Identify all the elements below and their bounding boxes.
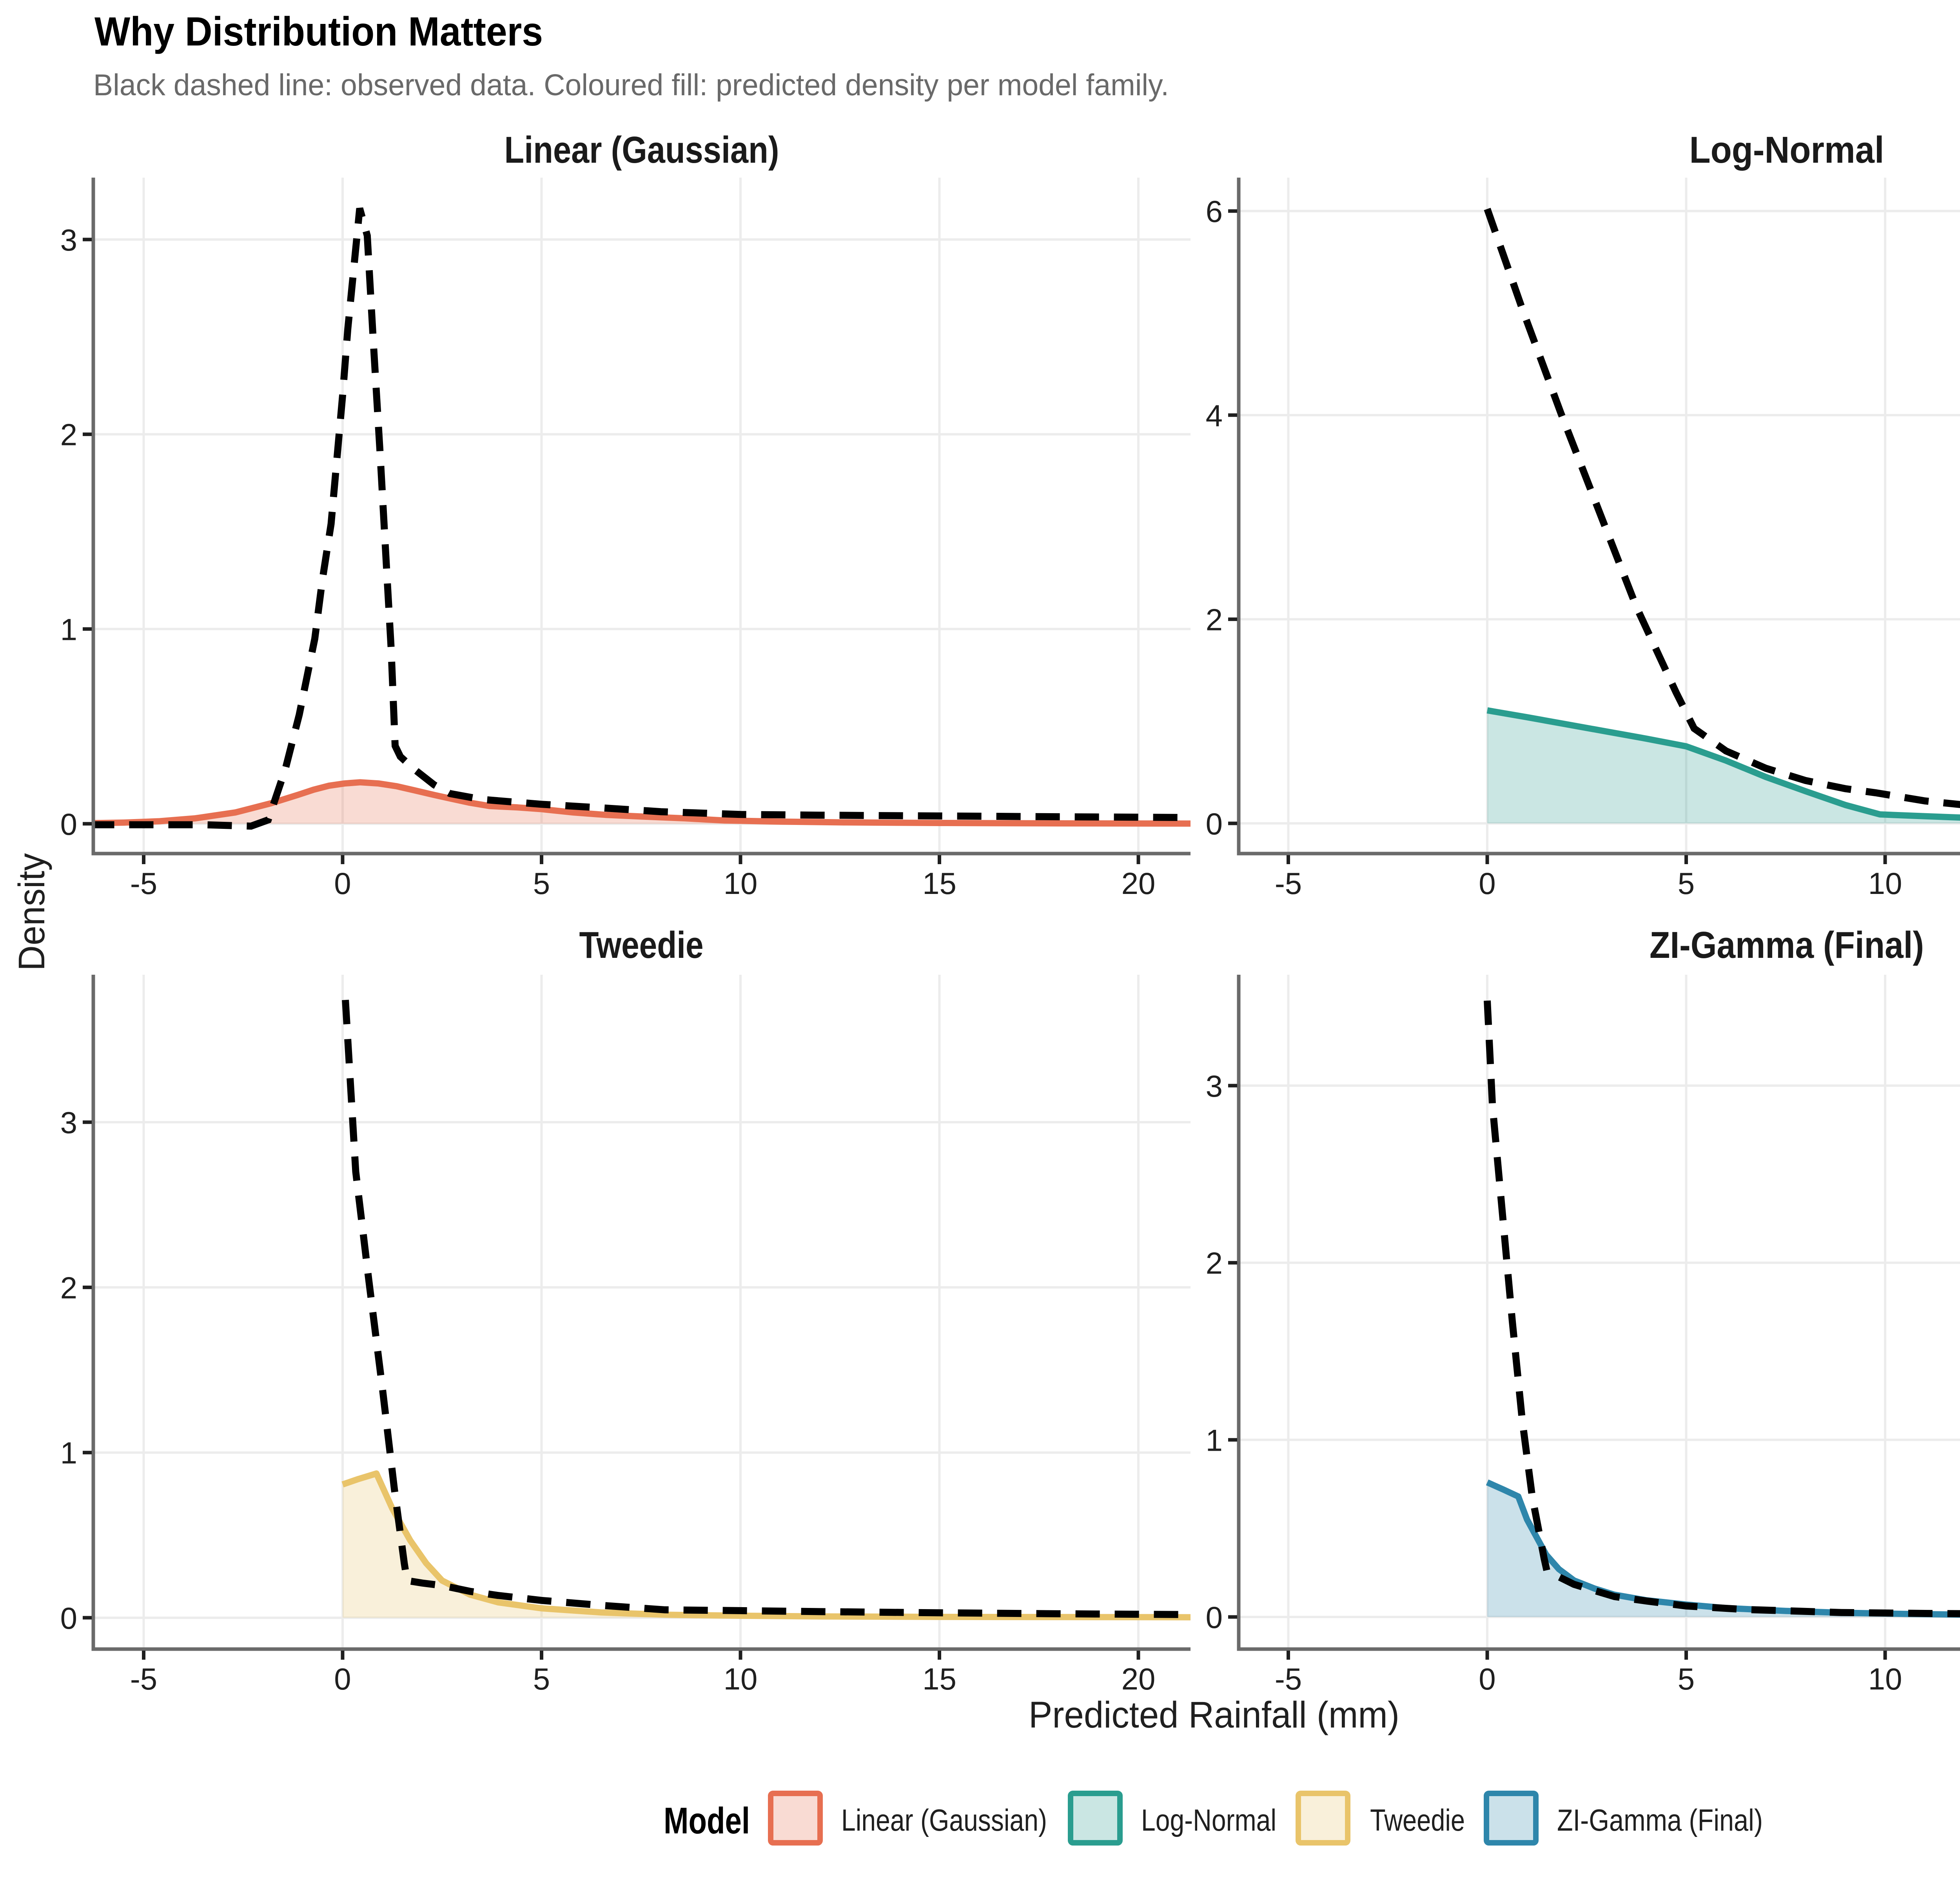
svg-text:ZI-Gamma (Final): ZI-Gamma (Final) [1557, 1803, 1763, 1837]
svg-text:2: 2 [1206, 602, 1223, 637]
svg-text:Log-Normal: Log-Normal [1141, 1803, 1276, 1837]
svg-text:Model: Model [664, 1800, 750, 1842]
svg-text:3: 3 [60, 223, 77, 257]
svg-text:Log-Normal: Log-Normal [1690, 129, 1884, 171]
svg-text:-5: -5 [130, 1662, 157, 1696]
svg-text:15: 15 [922, 866, 956, 901]
svg-text:5: 5 [533, 866, 550, 901]
svg-text:1: 1 [60, 612, 77, 647]
svg-text:0: 0 [60, 1601, 77, 1635]
svg-text:3: 3 [60, 1105, 77, 1140]
svg-text:0: 0 [1479, 866, 1495, 901]
svg-text:0: 0 [1479, 1662, 1495, 1696]
svg-text:5: 5 [1678, 1662, 1695, 1696]
svg-text:1: 1 [1206, 1423, 1223, 1457]
svg-text:20: 20 [1122, 866, 1156, 901]
svg-text:10: 10 [1868, 1662, 1902, 1696]
svg-text:0: 0 [334, 1662, 351, 1696]
svg-text:0: 0 [1206, 1600, 1223, 1635]
svg-text:-5: -5 [130, 866, 157, 901]
svg-text:Tweedie: Tweedie [1370, 1803, 1465, 1837]
svg-text:15: 15 [922, 1662, 956, 1696]
svg-text:10: 10 [724, 866, 758, 901]
svg-text:10: 10 [1868, 866, 1902, 901]
svg-text:10: 10 [724, 1662, 758, 1696]
svg-text:1: 1 [60, 1436, 77, 1470]
svg-text:0: 0 [1206, 807, 1223, 841]
svg-text:-5: -5 [1275, 1662, 1302, 1696]
svg-text:5: 5 [1678, 866, 1695, 901]
svg-text:2: 2 [60, 1270, 77, 1305]
svg-text:4: 4 [1206, 398, 1223, 433]
svg-text:3: 3 [1206, 1069, 1223, 1103]
svg-text:0: 0 [334, 866, 351, 901]
svg-text:ZI-Gamma (Final): ZI-Gamma (Final) [1650, 924, 1924, 966]
svg-text:6: 6 [1206, 194, 1223, 229]
svg-text:0: 0 [60, 807, 77, 841]
svg-text:20: 20 [1122, 1662, 1156, 1696]
svg-text:5: 5 [533, 1662, 550, 1696]
svg-text:Predicted Rainfall (mm): Predicted Rainfall (mm) [1029, 1694, 1399, 1736]
svg-text:Tweedie: Tweedie [579, 924, 704, 966]
svg-text:Density: Density [11, 853, 53, 971]
svg-text:Linear (Gaussian): Linear (Gaussian) [841, 1803, 1047, 1837]
svg-text:2: 2 [1206, 1246, 1223, 1281]
svg-text:Black dashed line: observed da: Black dashed line: observed data. Colour… [93, 68, 1169, 102]
svg-text:Why Distribution Matters: Why Distribution Matters [94, 9, 543, 54]
svg-text:2: 2 [60, 418, 77, 452]
svg-text:-5: -5 [1275, 866, 1302, 901]
svg-text:Linear (Gaussian): Linear (Gaussian) [505, 129, 779, 171]
